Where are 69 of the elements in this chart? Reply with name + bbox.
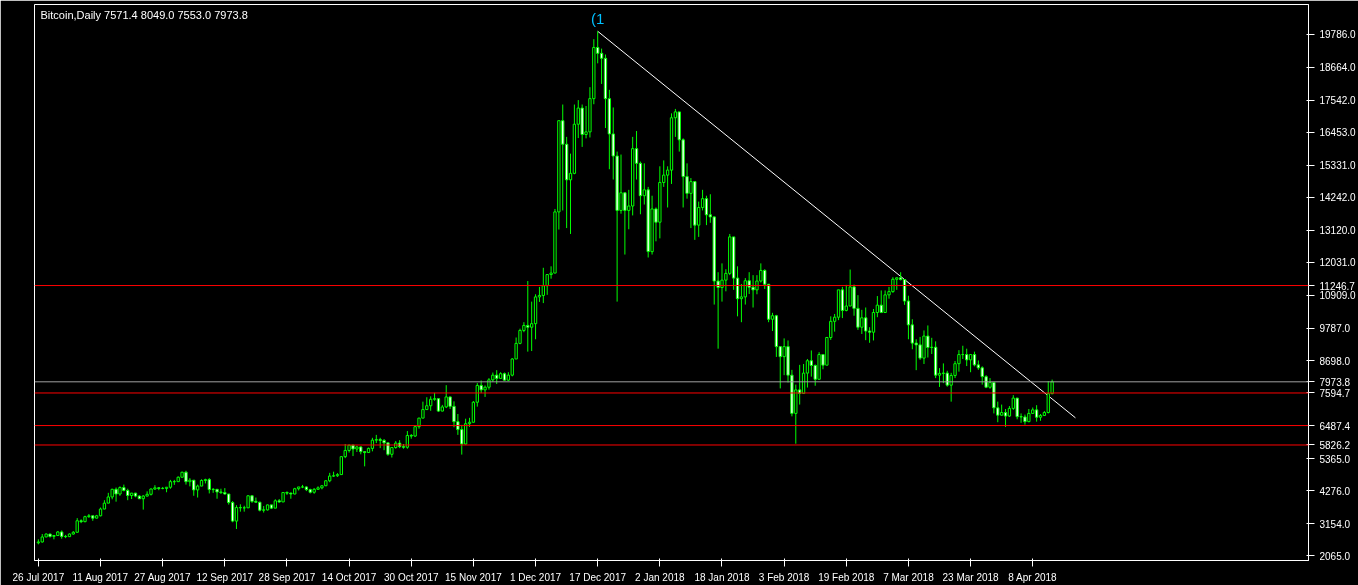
x-tick-label: 1 Dec 2017 [509,571,562,583]
ref-line-label: 7594.7 [1319,387,1351,399]
candlestick [720,262,724,303]
x-tick-label: 8 Apr 2018 [1008,571,1058,583]
y-tick-label: 4276.0 [1319,485,1351,497]
candlestick [871,308,876,341]
candlestick [689,177,693,229]
chart-title: Bitcoin,Daily 7571.4 8049.0 7553.0 7973.8 [40,8,248,21]
y-tick-label: 15331.0 [1319,160,1357,172]
candlestick [382,438,386,451]
candlestick [782,337,786,376]
candlestick [526,280,530,353]
x-tick-label: 2 Jan 2018 [635,571,686,583]
candlestick [805,358,810,389]
candlestick [219,488,223,495]
candlestick [52,534,56,540]
y-tick-label: 19786.0 [1319,29,1357,41]
candlestick [87,513,91,519]
candlestick [844,284,848,312]
candlestick [860,309,864,335]
x-tick-label: 19 Feb 2018 [818,571,875,583]
y-tick-label: 8698.0 [1319,355,1351,367]
x-tick-label: 30 Oct 2017 [384,571,439,583]
candlestick [114,487,118,503]
candlestick [926,324,930,359]
candlestick [145,490,149,497]
candlestick [751,274,755,309]
candlestick [215,488,219,500]
y-tick-label: 14242.0 [1319,192,1357,204]
candlestick [941,362,946,384]
x-tick-label: 3 Feb 2018 [758,571,810,583]
x-tick-label: 23 Mar 2018 [942,571,1000,583]
candlestick [623,192,627,256]
annotation: (1 [591,10,605,28]
ref-line-label: 7973.8 [1319,376,1351,388]
x-tick-label: 17 Dec 2017 [569,571,627,583]
y-tick-label: 17542.0 [1319,95,1357,107]
y-tick-label: 16453.0 [1319,127,1357,139]
x-tick-label: 14 Oct 2017 [321,571,377,583]
candlestick [922,329,926,365]
y-tick-label: 2065.0 [1319,550,1351,562]
x-tick-label: 28 Sep 2017 [258,571,316,583]
x-tick-label: 27 Aug 2017 [134,571,191,583]
y-tick-label: 5365.0 [1319,453,1351,465]
y-tick-label: 12031.0 [1319,257,1357,269]
y-tick-label: 3154.0 [1319,518,1351,530]
y-tick-label: 13120.0 [1319,225,1357,237]
candlestick [883,289,887,314]
x-tick-label: 18 Jan 2018 [694,571,750,583]
ref-line-label: 11246.7 [1319,280,1356,292]
y-tick-label: 9787.0 [1319,323,1351,335]
candlestick [234,504,239,530]
ref-line-label: 6487.4 [1319,420,1351,432]
candlestick [704,195,709,226]
candlestick [619,154,623,215]
candlestick [809,349,813,378]
candlestick [1015,397,1019,420]
x-tick-label: 26 Jul 2017 [12,571,65,583]
ref-line-label: 5826.2 [1319,440,1351,451]
y-tick-label: 10909.0 [1319,290,1357,302]
x-tick-label: 12 Sep 2017 [196,571,254,583]
candlestick [848,269,852,307]
candlestick [1046,380,1050,414]
y-tick-label: 18664.0 [1319,62,1357,74]
x-tick-label: 7 Mar 2018 [883,571,935,583]
x-tick-label: 15 Nov 2017 [445,571,503,583]
candlestick [289,492,293,500]
candlestick [864,307,868,341]
x-tick-label: 11 Aug 2017 [72,571,129,583]
